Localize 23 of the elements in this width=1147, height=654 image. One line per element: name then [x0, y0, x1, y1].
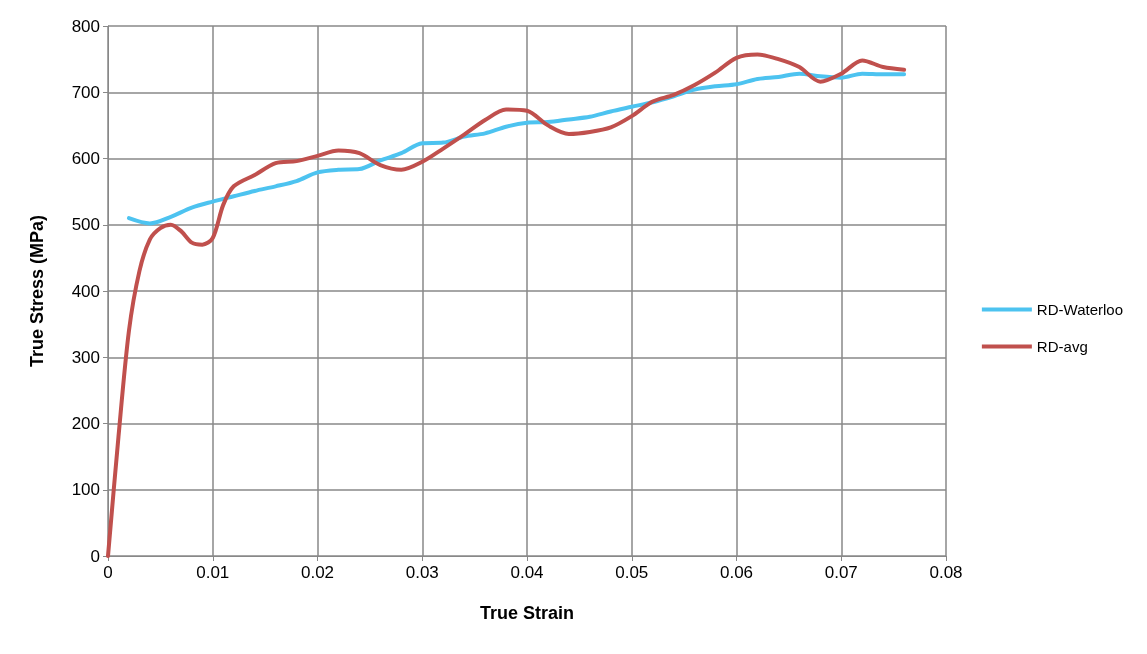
x-tick-label: 0.04: [510, 563, 544, 582]
legend-label: RD-Waterloo: [1036, 301, 1124, 318]
x-tick-label: 0.08: [929, 563, 963, 582]
y-tick-label: 600: [71, 149, 100, 168]
x-tick-label: 0.01: [196, 563, 230, 582]
line-series: [106, 52, 907, 558]
y-tick-label: 400: [71, 281, 100, 301]
x-tick-label: 0.03: [405, 563, 439, 582]
legend-label: RD-avg: [1036, 338, 1088, 355]
y-tick-label: 200: [71, 414, 100, 433]
y-tick-label: 800: [71, 16, 100, 36]
y-tick-label: 0: [90, 546, 100, 566]
y-tick-label: 700: [71, 82, 100, 102]
y-axis-title: True Stress (MPa): [27, 214, 47, 368]
y-tick-label: 500: [71, 215, 100, 235]
x-tick-label: 0: [103, 563, 113, 582]
x-tick-label: 0.06: [719, 563, 754, 582]
x-tick-label: 0.07: [824, 563, 858, 582]
y-tick-label: 300: [71, 347, 100, 367]
x-tick-label: 0.05: [615, 563, 649, 582]
x-axis-title: True Strain: [479, 603, 575, 623]
y-tick-label: 100: [71, 480, 100, 500]
x-tick-label: 0.02: [300, 563, 335, 582]
